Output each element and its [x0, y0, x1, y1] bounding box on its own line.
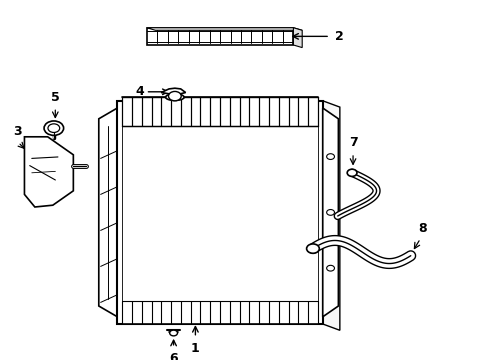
Bar — [122, 97, 317, 126]
Circle shape — [326, 154, 334, 159]
Circle shape — [48, 124, 60, 132]
Polygon shape — [293, 28, 302, 48]
Circle shape — [326, 265, 334, 271]
Polygon shape — [24, 137, 73, 207]
Circle shape — [346, 169, 356, 176]
Text: 6: 6 — [169, 352, 178, 360]
Polygon shape — [161, 88, 185, 94]
Bar — [117, 101, 322, 324]
Bar — [122, 104, 317, 320]
Text: 8: 8 — [418, 222, 427, 235]
Bar — [146, 28, 293, 45]
Circle shape — [169, 330, 177, 336]
Text: 5: 5 — [51, 91, 60, 104]
Polygon shape — [322, 108, 338, 317]
Text: 4: 4 — [135, 85, 144, 98]
Bar — [122, 126, 317, 301]
Circle shape — [168, 91, 181, 101]
Polygon shape — [146, 28, 302, 30]
Bar — [122, 301, 317, 324]
Polygon shape — [99, 108, 117, 317]
Ellipse shape — [165, 94, 184, 100]
Text: 1: 1 — [191, 342, 200, 355]
Circle shape — [306, 244, 319, 253]
Circle shape — [44, 121, 63, 135]
Text: 7: 7 — [348, 136, 357, 149]
Polygon shape — [322, 101, 339, 330]
Circle shape — [326, 210, 334, 215]
Text: 2: 2 — [334, 30, 343, 43]
Text: 3: 3 — [13, 125, 21, 138]
